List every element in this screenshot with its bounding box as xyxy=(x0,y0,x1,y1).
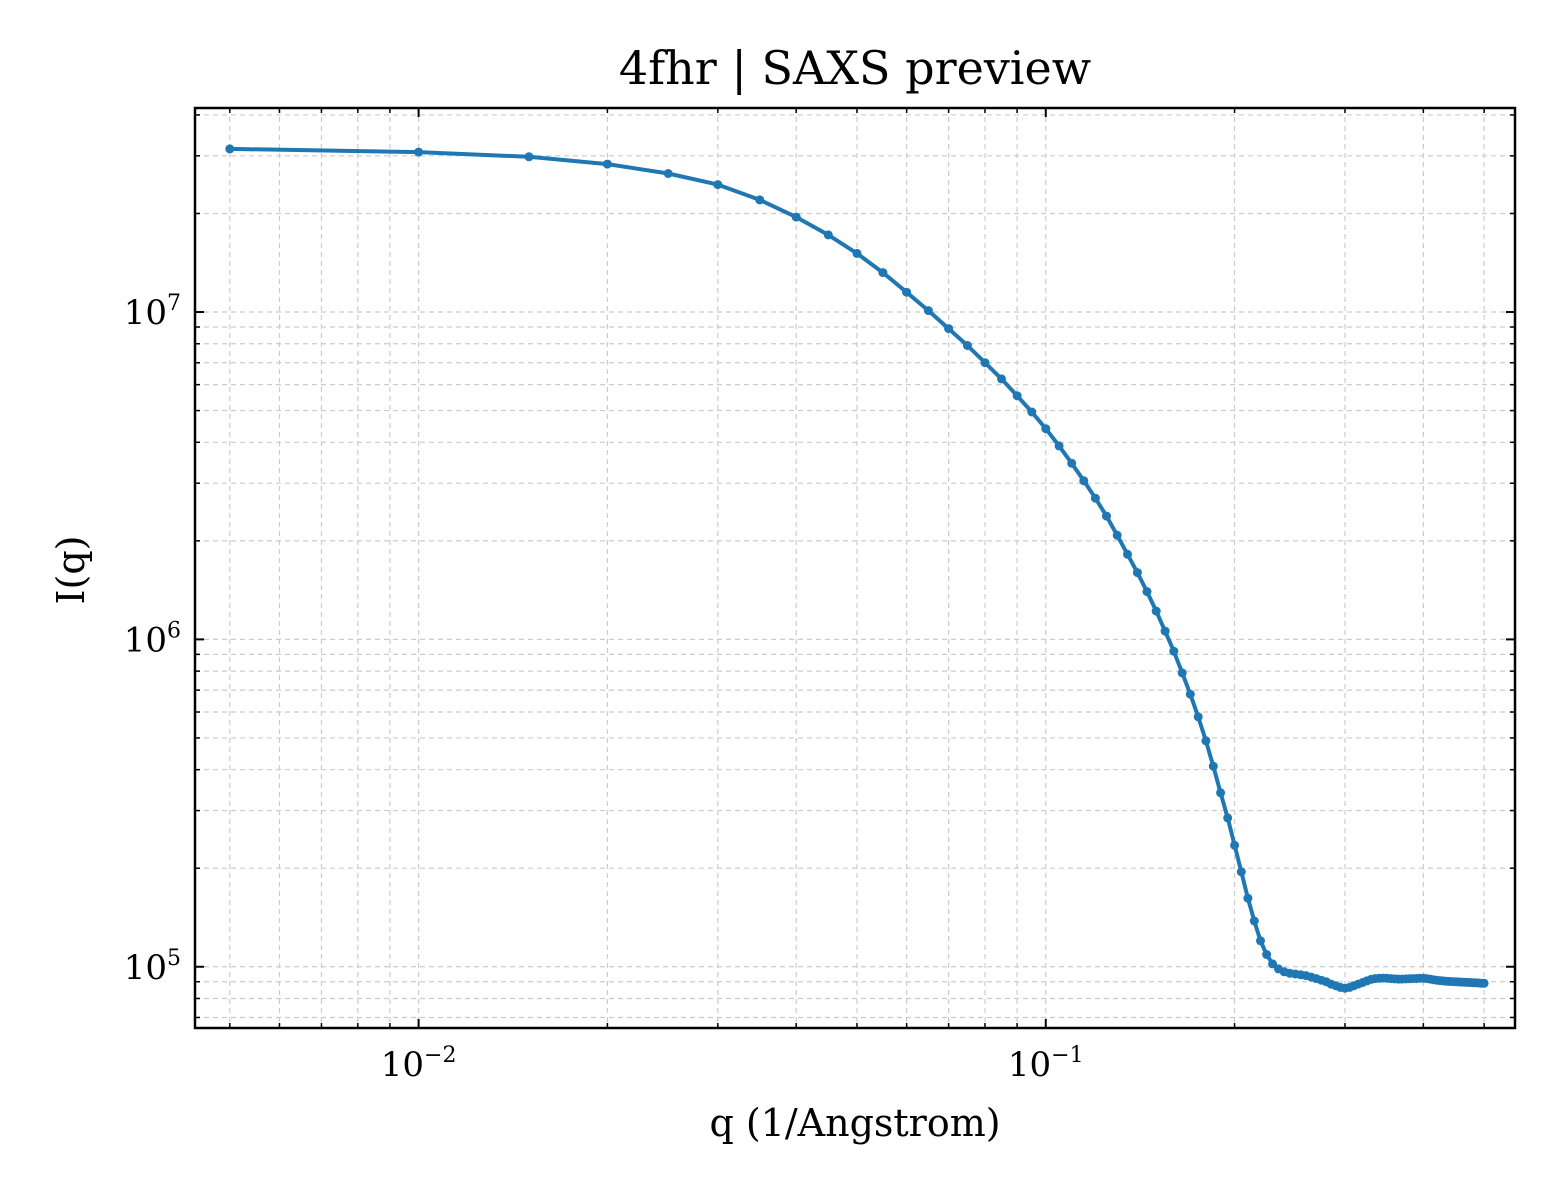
data-point xyxy=(663,169,673,178)
data-point xyxy=(962,341,972,350)
y-tick-label: 107 xyxy=(124,291,181,333)
data-point xyxy=(1123,549,1132,559)
x-tick-label: 10−2 xyxy=(381,1043,457,1085)
grid xyxy=(195,108,1515,1028)
data-point xyxy=(823,230,833,240)
data-point xyxy=(1067,458,1077,468)
data-point xyxy=(1041,424,1051,434)
data-point xyxy=(791,212,801,222)
data-point xyxy=(1256,936,1265,946)
y-tick-label: 105 xyxy=(124,946,181,988)
data-point xyxy=(1151,606,1161,616)
data-point xyxy=(1243,893,1253,903)
data-point xyxy=(1102,511,1111,521)
axis-ticks: 10−2 10−1 105 106 107 xyxy=(124,108,1515,1085)
data-point xyxy=(944,324,954,334)
data-point xyxy=(414,147,424,157)
data-point xyxy=(997,374,1006,384)
data-point xyxy=(1268,959,1278,969)
data-point xyxy=(1185,689,1195,699)
data-point xyxy=(1112,530,1122,540)
data-series xyxy=(225,144,1489,993)
data-point xyxy=(902,287,912,297)
x-axis-label: q (1/Angstrom) xyxy=(709,1101,1000,1145)
data-point xyxy=(225,144,235,154)
data-point xyxy=(980,358,990,368)
data-point xyxy=(602,159,612,169)
data-point xyxy=(1193,712,1203,722)
data-point xyxy=(1223,813,1233,823)
data-point xyxy=(1177,668,1187,678)
data-point xyxy=(878,268,888,278)
data-point xyxy=(852,248,862,258)
data-point xyxy=(1262,950,1272,959)
data-point xyxy=(1479,978,1489,988)
data-point xyxy=(1201,736,1211,746)
data-point xyxy=(1142,587,1152,597)
x-tick-label: 10−1 xyxy=(1008,1043,1084,1085)
data-point xyxy=(923,306,933,316)
data-point xyxy=(713,180,723,190)
data-point xyxy=(1169,646,1179,656)
data-point xyxy=(1236,867,1246,877)
data-point xyxy=(1132,568,1142,578)
data-point xyxy=(1012,391,1022,401)
chart-title: 4fhr | SAXS preview xyxy=(619,41,1091,95)
data-point xyxy=(1249,916,1259,926)
data-point xyxy=(1027,407,1037,417)
data-point xyxy=(1079,476,1089,486)
y-axis-label: I(q) xyxy=(49,536,93,605)
y-tick-label: 106 xyxy=(124,618,181,660)
data-point xyxy=(524,152,534,162)
data-point xyxy=(1216,788,1226,798)
data-point xyxy=(1230,840,1240,850)
data-point xyxy=(755,195,765,205)
data-point xyxy=(1208,761,1218,771)
data-point xyxy=(1160,626,1170,636)
data-point xyxy=(1054,441,1064,451)
plot-frame xyxy=(193,106,1517,1030)
data-point xyxy=(1090,493,1100,503)
